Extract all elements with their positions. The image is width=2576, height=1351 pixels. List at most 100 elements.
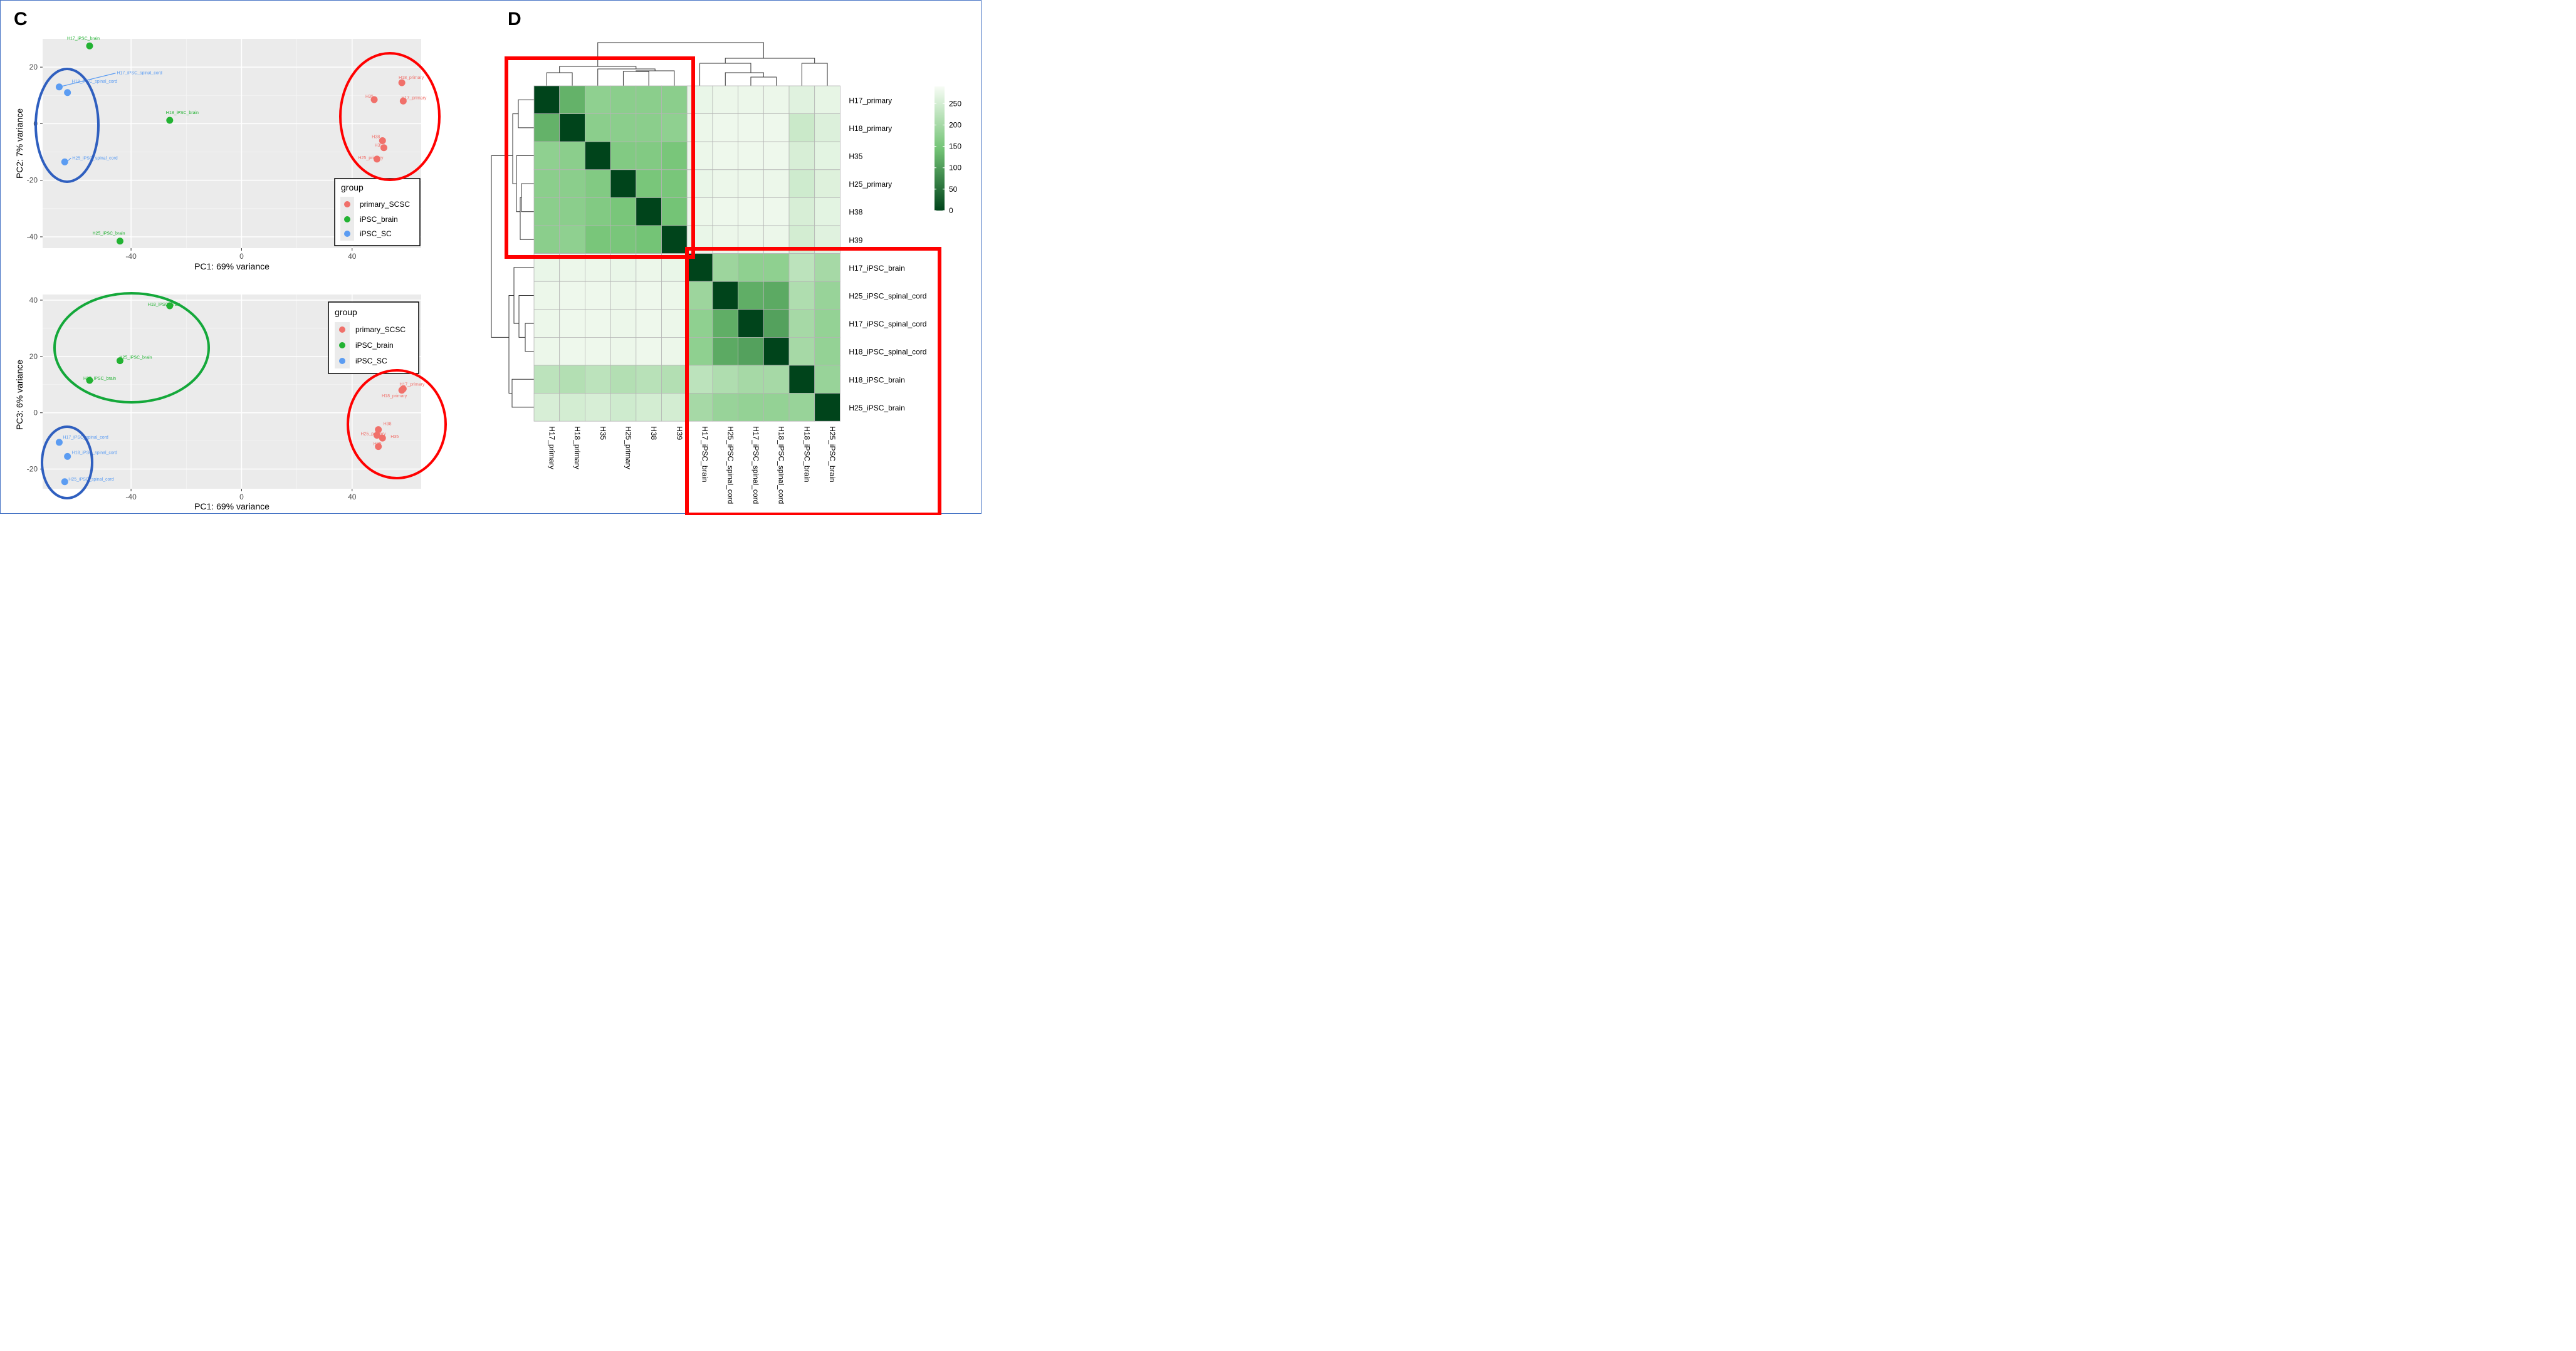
dendrogram-branch [725, 58, 815, 63]
heatmap-cell [585, 309, 611, 338]
column-label: H17_iPSC_spinal_cord [751, 426, 760, 504]
heatmap-cell [712, 365, 739, 394]
highlight-circle-blue [41, 425, 93, 499]
point-label: H18_iPSC_brain [148, 303, 181, 307]
data-point [166, 117, 174, 124]
heatmap-cell [610, 393, 637, 422]
label-leader-line [66, 157, 71, 162]
heatmap-cell [533, 225, 560, 254]
x-axis-title: PC1: 69% variance [194, 501, 270, 511]
heatmap-cell [814, 141, 840, 170]
point-label: H17_iPSC_spinal_cord [117, 71, 162, 76]
heatmap-cell [712, 337, 739, 366]
heatmap-cell [686, 365, 713, 394]
data-point [373, 432, 380, 439]
heatmap-cell [814, 85, 840, 114]
row-label: H17_primary [849, 96, 892, 105]
point-label: H17_primary [401, 96, 427, 100]
heatmap-cell [636, 141, 662, 170]
heatmap-cell [763, 309, 790, 338]
row-label: H25_iPSC_brain [849, 404, 904, 412]
legend: group primary_SCSC iPSC_brain iPSC_SC [328, 301, 419, 374]
colorbar-tick-label: 100 [949, 164, 961, 172]
point-label: H25_primary [360, 432, 386, 437]
column-label: H35 [599, 426, 607, 440]
x-axis-title: PC1: 69% variance [194, 261, 270, 271]
data-point [61, 158, 68, 165]
x-tick-label: -40 [125, 493, 137, 501]
plot-gridlines [43, 295, 421, 489]
legend-label-ipsc-brain: iPSC_brain [360, 215, 398, 224]
highlight-box-primary [505, 56, 695, 259]
colorbar-tick-label: 250 [949, 99, 961, 108]
heatmap-cell [686, 197, 713, 226]
heatmap-cell [788, 141, 815, 170]
dendrogram-branch [725, 72, 764, 86]
panel-label-d: D [508, 9, 521, 29]
dendrogram-branch [521, 183, 534, 212]
heatmap-cell [788, 169, 815, 198]
heatmap-cell [610, 309, 637, 338]
dendrogram-branch [518, 295, 534, 338]
heatmap-cell [738, 365, 764, 394]
heatmap-cell [763, 281, 790, 310]
heatmap-cell [814, 309, 840, 338]
data-point [373, 155, 380, 163]
legend-marker-primary-scsc [339, 326, 345, 333]
heatmap-cell [712, 141, 739, 170]
heatmap-cell [763, 169, 790, 198]
point-label: H17_iPSC_brain [83, 377, 116, 381]
heatmap-cell [738, 281, 764, 310]
heatmap-cell [533, 365, 560, 394]
heatmap-cell [636, 393, 662, 422]
row-label: H39 [849, 236, 862, 244]
highlight-box-ipsc [685, 247, 941, 515]
y-axis-title: PC3: 6% variance [14, 360, 24, 430]
dendrogram-branch [511, 378, 534, 408]
x-tick-label: -40 [125, 252, 137, 261]
dendrogram-branch [512, 113, 518, 184]
row-label: H35 [849, 152, 862, 161]
heatmap-cell [712, 197, 739, 226]
legend-title: group [335, 307, 357, 317]
row-label: H38 [849, 208, 862, 217]
figure-frame [0, 0, 982, 514]
column-label: H18_iPSC_spinal_cord [777, 426, 786, 504]
heatmap-cell [559, 225, 585, 254]
data-point [55, 83, 63, 91]
point-label: H25_primary [358, 156, 384, 160]
heatmap-cell [585, 113, 611, 142]
heatmap-cell [814, 393, 840, 422]
dendrogram-branch [491, 155, 513, 338]
heatmap-cell [636, 197, 662, 226]
heatmap-cell [559, 197, 585, 226]
data-point [86, 42, 93, 50]
legend-marker-ipsc-sc [339, 358, 345, 364]
point-label: H17_iPSC_brain [67, 36, 100, 41]
point-label: H35 [365, 95, 374, 99]
pca-plot-pc1-pc3: -40 0 40 40 20 0 -20 H18_iPSC_brain H25_iPSC_br… [14, 292, 447, 511]
column-label: H18_iPSC_brain [802, 426, 811, 482]
heatmap-cell [788, 253, 815, 282]
data-point [166, 302, 174, 310]
legend-label-primary-scsc: primary_SCSC [355, 325, 406, 334]
row-label: H18_primary [849, 124, 892, 133]
legend-title: group [341, 182, 364, 192]
heatmap-cell [738, 337, 764, 366]
data-point [399, 97, 407, 105]
heatmap-cell [686, 85, 713, 114]
heatmap-cell [533, 197, 560, 226]
heatmap-cell [585, 337, 611, 366]
heatmap-cell [661, 169, 688, 198]
heatmap-cell [610, 337, 637, 366]
point-label: H18_iPSC_spinal_cord [72, 451, 117, 455]
data-point [64, 89, 71, 96]
heatmap-cell [585, 393, 611, 422]
heatmap-cell [559, 281, 585, 310]
heatmap-cell [533, 281, 560, 310]
dendrogram-branch [750, 76, 777, 86]
heatmap-cells [533, 85, 840, 422]
point-label: H25_iPSC_brain [119, 356, 152, 360]
heatmap-cell [763, 365, 790, 394]
heatmap-cell [788, 197, 815, 226]
